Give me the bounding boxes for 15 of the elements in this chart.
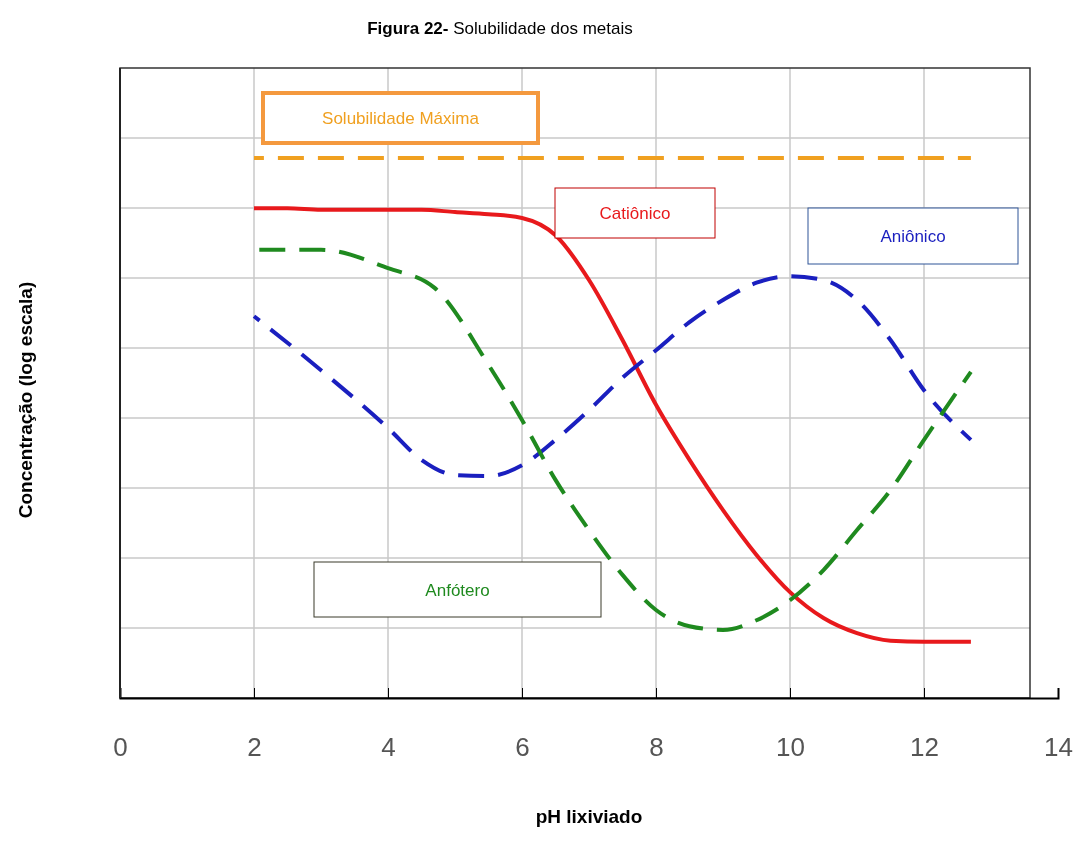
text: Aniônico [880,227,946,246]
text: Anfótero [425,580,490,600]
x-tick-label: 8 [649,732,664,763]
chart-title: Figura 22- Solubilidade dos metais [367,19,633,38]
x-tick-label: 4 [381,732,396,763]
x-axis-title: pH lixiviado [535,806,643,827]
x-tick-label: 10 [776,732,805,763]
x-tick-label: 12 [910,732,939,763]
text: Catiônico [599,204,671,223]
x-tick-label: 0 [113,732,128,763]
x-tick-label: 6 [515,732,530,763]
series-label: Solubilidade Máxima [322,109,480,128]
x-tick-label: 14 [1044,732,1073,763]
x-tick-label: 2 [247,732,262,763]
y-axis-title: Concentração (log escala) [15,281,36,519]
